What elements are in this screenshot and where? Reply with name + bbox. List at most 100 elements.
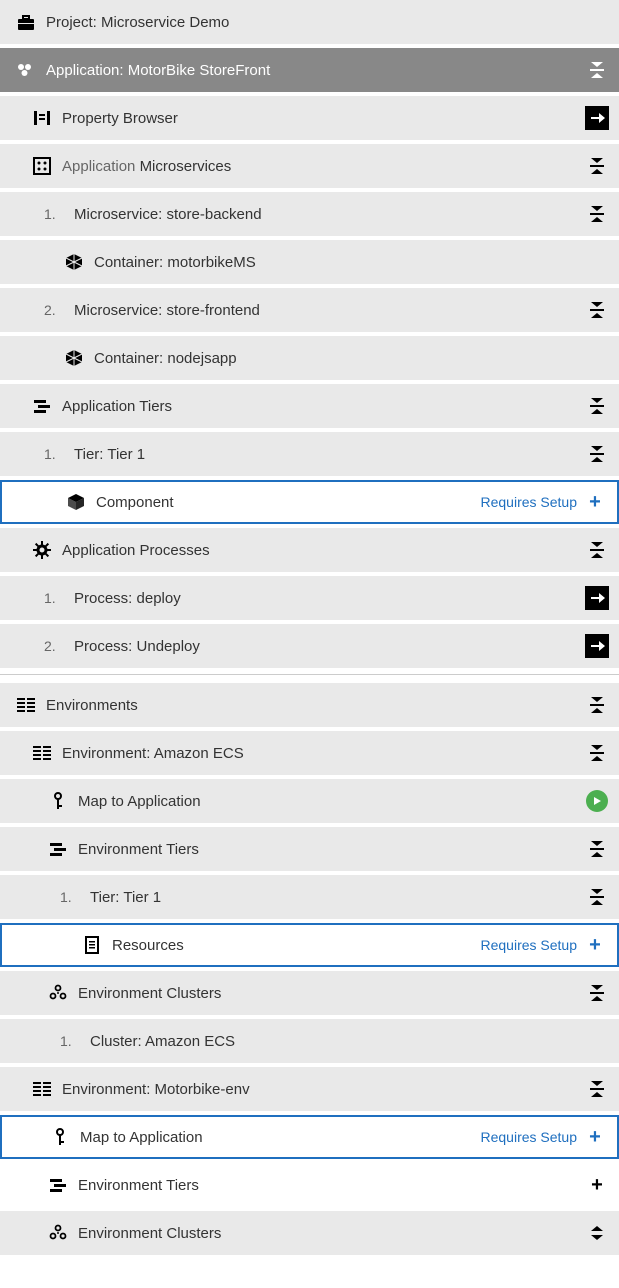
expand-icon[interactable] [585,1221,609,1245]
collapse-icon[interactable] [585,693,609,717]
env-tiers-row[interactable]: Environment Tiers [0,827,619,871]
cluster-row[interactable]: 1. Cluster: Amazon ECS [0,1019,619,1063]
resources-label: Resources [106,937,480,954]
project-row[interactable]: Project: Microservice Demo [0,0,619,44]
cluster-label: Cluster: Amazon ECS [84,1033,609,1050]
env-tiers-row[interactable]: Environment Tiers + [0,1163,619,1207]
add-icon[interactable]: + [583,933,607,957]
item-number: 1. [60,889,84,905]
tier-label: Tier: Tier 1 [84,889,585,906]
property-browser-label: Property Browser [56,110,585,127]
collapse-icon[interactable] [585,1077,609,1101]
microservice-row[interactable]: 1. Microservice: store-backend [0,192,619,236]
environment-label: Environment: Motorbike-env [56,1081,585,1098]
collapse-icon[interactable] [585,538,609,562]
environment-row[interactable]: Environment: Amazon ECS [0,731,619,775]
key-icon [44,791,72,811]
collapse-icon[interactable] [585,154,609,178]
collapse-icon[interactable] [585,394,609,418]
microservice-label: Microservice: store-backend [68,206,585,223]
add-icon[interactable]: + [583,490,607,514]
application-row[interactable]: Application: MotorBike StoreFront [0,48,619,92]
tier-row[interactable]: 1. Tier: Tier 1 [0,875,619,919]
requires-setup-text: Requires Setup [480,494,577,510]
environments-icon [12,695,40,715]
key-icon [46,1127,74,1147]
property-browser-row[interactable]: Property Browser [0,96,619,140]
container-label: Container: motorbikeMS [88,254,609,271]
goto-icon[interactable] [585,634,609,658]
play-icon[interactable] [585,789,609,813]
goto-icon[interactable] [585,586,609,610]
collapse-icon[interactable] [585,202,609,226]
app-microservices-label: Application Microservices [56,158,585,175]
item-number: 1. [60,1033,84,1049]
goto-icon[interactable] [585,106,609,130]
briefcase-icon [12,12,40,32]
map-to-app-row[interactable]: Map to Application Requires Setup + [0,1115,619,1159]
tiers-icon [28,396,56,416]
divider [0,674,619,675]
cluster-icon [44,983,72,1003]
app-tiers-row[interactable]: Application Tiers [0,384,619,428]
tiers-icon [44,1175,72,1195]
requires-setup-text: Requires Setup [480,937,577,953]
container-row[interactable]: Container: nodejsapp [0,336,619,380]
item-number: 2. [44,302,68,318]
item-number: 1. [44,206,68,222]
collapse-icon[interactable] [585,298,609,322]
microservice-row[interactable]: 2. Microservice: store-frontend [0,288,619,332]
map-to-app-row[interactable]: Map to Application [0,779,619,823]
collapse-icon[interactable] [585,837,609,861]
env-tiers-label: Environment Tiers [72,1177,585,1194]
tree-panel: Project: Microservice Demo Application: … [0,0,619,1255]
environments-label: Environments [40,697,585,714]
app-microservices-row[interactable]: Application Microservices [0,144,619,188]
env-clusters-label: Environment Clusters [72,1225,585,1242]
tier-row[interactable]: 1. Tier: Tier 1 [0,432,619,476]
application-label: Application: MotorBike StoreFront [40,62,585,79]
property-browser-icon [28,108,56,128]
environment-label: Environment: Amazon ECS [56,745,585,762]
environment-row[interactable]: Environment: Motorbike-env [0,1067,619,1111]
process-label: Process: deploy [68,590,585,607]
env-clusters-label: Environment Clusters [72,985,585,1002]
environments-icon [28,1079,56,1099]
env-clusters-row[interactable]: Environment Clusters [0,971,619,1015]
app-processes-row[interactable]: Application Processes [0,528,619,572]
gear-icon [28,540,56,560]
environments-icon [28,743,56,763]
env-clusters-row[interactable]: Environment Clusters [0,1211,619,1255]
application-icon [12,60,40,80]
component-label: Component [90,494,480,511]
add-icon[interactable]: + [585,1173,609,1197]
container-icon [60,252,88,272]
resources-row[interactable]: Resources Requires Setup + [0,923,619,967]
map-to-app-label: Map to Application [74,1129,480,1146]
container-label: Container: nodejsapp [88,350,609,367]
project-label: Project: Microservice Demo [40,14,609,31]
process-row[interactable]: 1. Process: deploy [0,576,619,620]
app-tiers-label: Application Tiers [56,398,585,415]
cube-icon [62,492,90,512]
add-icon[interactable]: + [583,1125,607,1149]
env-tiers-label: Environment Tiers [72,841,585,858]
cluster-icon [44,1223,72,1243]
component-row[interactable]: Component Requires Setup + [0,480,619,524]
collapse-icon[interactable] [585,58,609,82]
grid-icon [28,156,56,176]
tier-label: Tier: Tier 1 [68,446,585,463]
container-row[interactable]: Container: motorbikeMS [0,240,619,284]
environments-row[interactable]: Environments [0,683,619,727]
process-label: Process: Undeploy [68,638,585,655]
collapse-icon[interactable] [585,442,609,466]
item-number: 1. [44,590,68,606]
collapse-icon[interactable] [585,741,609,765]
collapse-icon[interactable] [585,981,609,1005]
collapse-icon[interactable] [585,885,609,909]
requires-setup-text: Requires Setup [480,1129,577,1145]
process-row[interactable]: 2. Process: Undeploy [0,624,619,668]
tiers-icon [44,839,72,859]
microservice-label: Microservice: store-frontend [68,302,585,319]
container-icon [60,348,88,368]
